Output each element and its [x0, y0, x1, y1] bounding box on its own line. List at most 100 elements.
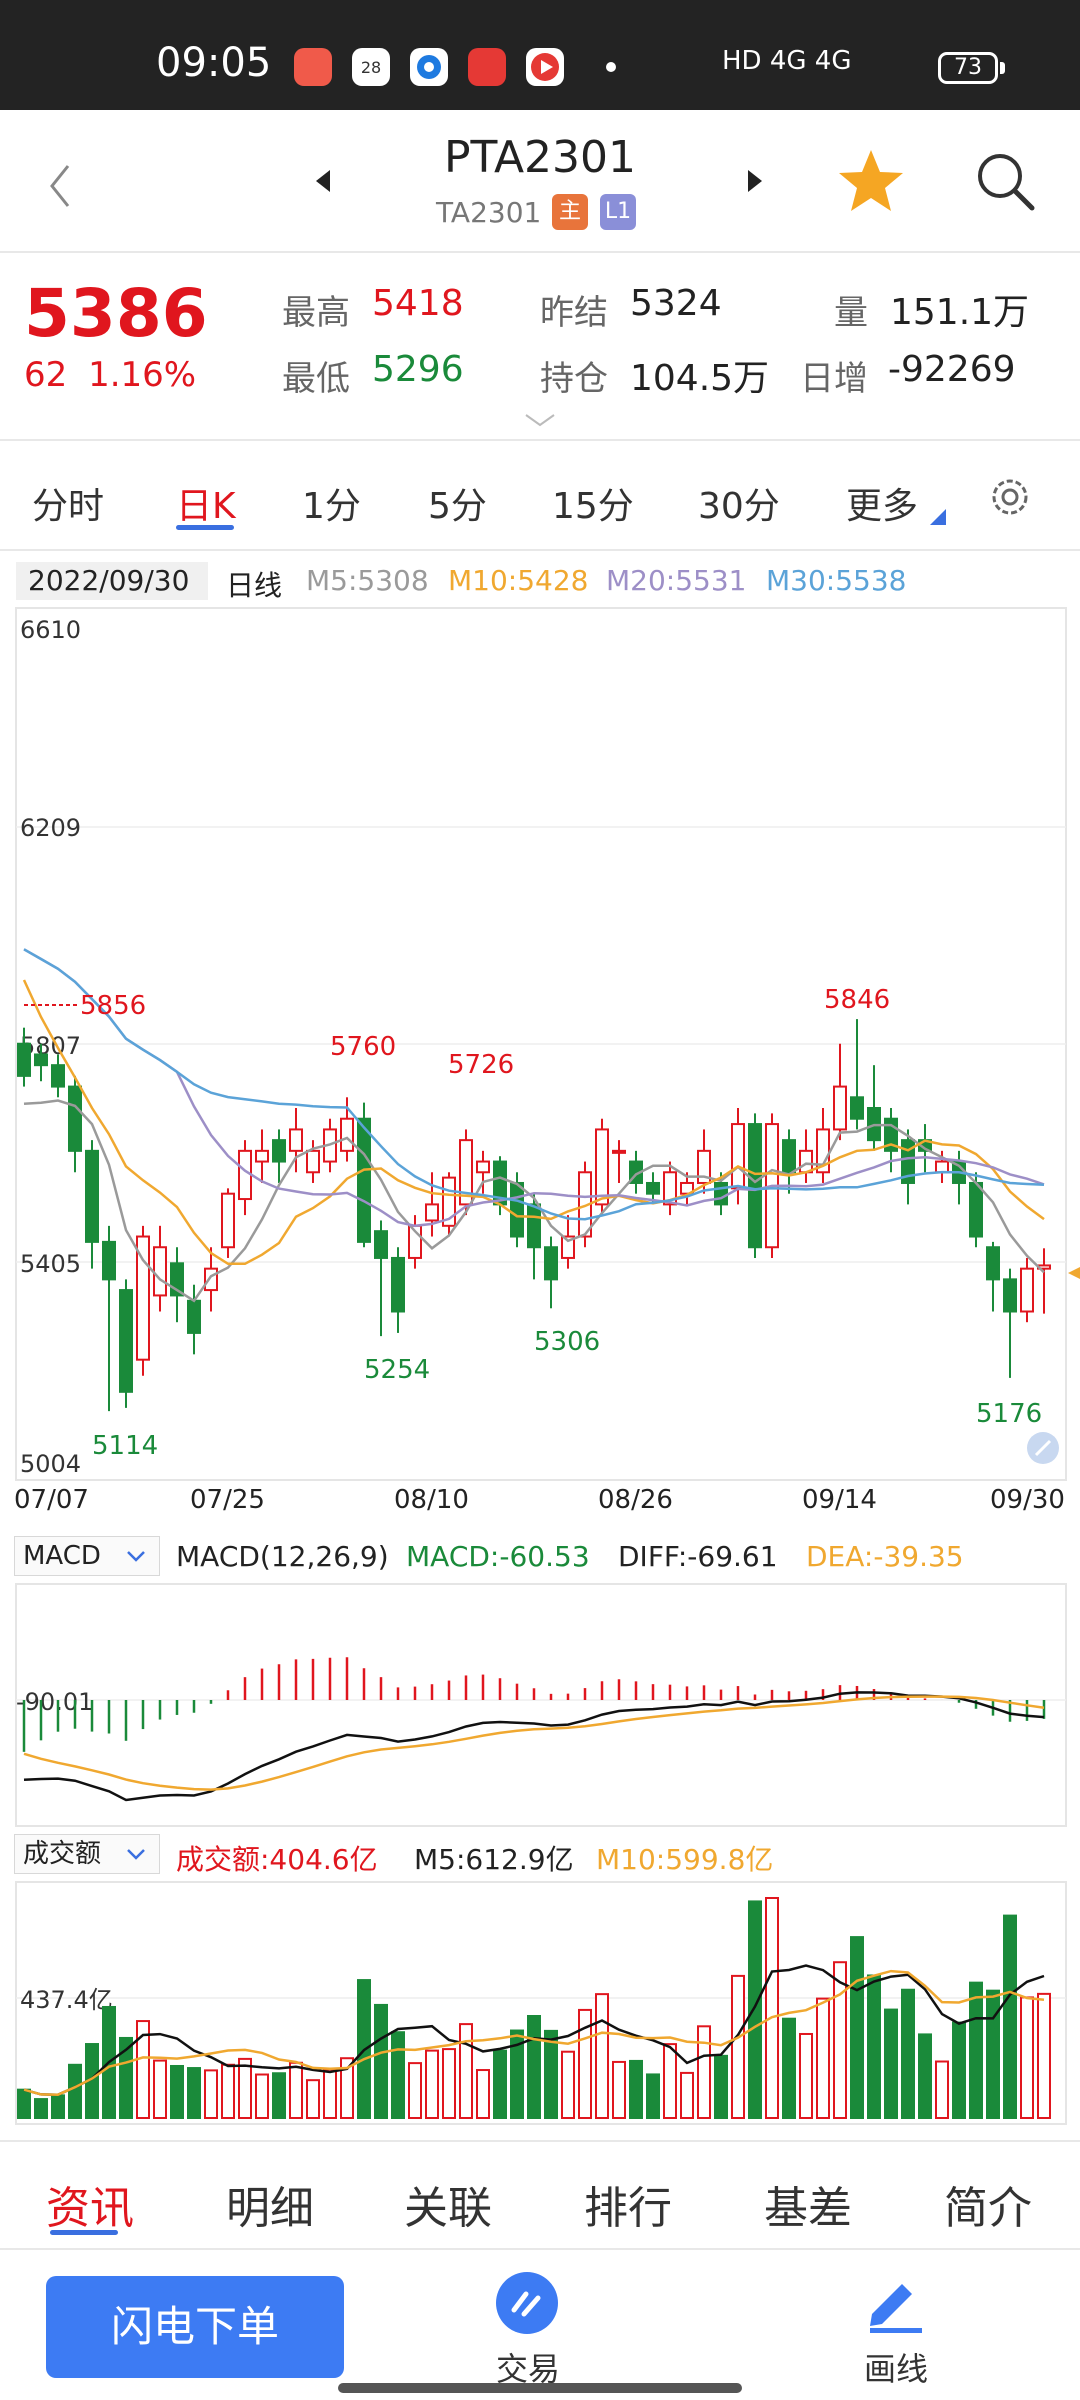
fullscreen-icon[interactable]	[1027, 1432, 1059, 1464]
expand-chevron-icon[interactable]	[522, 411, 558, 429]
prev-settle-label: 昨结	[540, 293, 608, 333]
volume-bar	[986, 1989, 1000, 2119]
volume-bar	[867, 1974, 881, 2119]
tab-15min[interactable]: 15分	[552, 486, 634, 527]
candle-body	[1003, 1278, 1017, 1313]
candle-body	[306, 1149, 320, 1174]
kline-date: 2022/09/30	[16, 562, 208, 600]
candle-body	[731, 1123, 745, 1190]
ma5-legend: M5:5308	[306, 564, 429, 597]
flash-order-button[interactable]: 闪电下单	[46, 2276, 344, 2378]
back-button[interactable]	[40, 156, 80, 216]
status-time: 09:05	[156, 40, 272, 86]
tab-related[interactable]: 关联	[404, 2183, 492, 2234]
bottom-tabs: 资讯 明细 关联 排行 基差 简介	[0, 2140, 1080, 2250]
turnover-m5: M5:612.9亿	[414, 1843, 574, 1876]
volume-bar	[306, 2079, 320, 2120]
y-label-2: 6209	[20, 814, 81, 842]
symbol-code: TA2301	[436, 196, 542, 229]
battery-tip	[1000, 62, 1005, 74]
browser-app-icon	[410, 48, 448, 86]
candle-body	[255, 1149, 269, 1163]
macd-indicator-select[interactable]: MACD	[14, 1536, 160, 1576]
volume-bar	[51, 2094, 65, 2119]
candle-body	[986, 1246, 1000, 1281]
volume-bar	[272, 2072, 286, 2120]
trade-label[interactable]: 交易	[496, 2350, 561, 2388]
news-app-icon	[468, 48, 506, 86]
draw-line-icon[interactable]	[862, 2268, 928, 2334]
tab-intro[interactable]: 简介	[944, 2183, 1032, 2234]
tab-1min[interactable]: 1分	[302, 486, 361, 527]
turnover-m10: M10:599.8亿	[596, 1843, 774, 1876]
candle-body	[85, 1149, 99, 1243]
volume-bar	[238, 2057, 252, 2119]
volume-value: 151.1万	[890, 292, 1030, 333]
candle-body	[272, 1139, 286, 1163]
network-indicator: HD 4G 4G	[722, 46, 852, 76]
candle-body	[476, 1160, 490, 1174]
turnover-value: 成交额:404.6亿	[176, 1843, 378, 1876]
active-bottom-tab-indicator	[50, 2230, 118, 2235]
settings-gear-icon[interactable]	[984, 471, 1036, 523]
volume-bar	[425, 2049, 439, 2119]
kline-type-label: 日线	[226, 569, 283, 602]
annotation-5846: 5846	[824, 985, 890, 1015]
tab-intraday[interactable]: 分时	[32, 486, 105, 527]
candle-body	[391, 1256, 405, 1313]
video-app-icon	[526, 48, 564, 86]
ma30-legend: M30:5538	[766, 564, 907, 597]
level-badge: L1	[600, 194, 636, 230]
high-value: 5418	[372, 283, 464, 324]
volume-bar	[714, 2054, 728, 2119]
trade-icon[interactable]	[496, 2272, 558, 2334]
volume-bar	[408, 2062, 422, 2120]
volume-bar	[850, 1936, 864, 2120]
volume-bar	[170, 2064, 184, 2120]
candle-body	[204, 1267, 218, 1292]
volume-bar	[221, 2063, 235, 2119]
tab-more[interactable]: 更多	[846, 486, 919, 527]
chevron-down-icon	[127, 1551, 145, 1562]
candle-body	[595, 1128, 609, 1206]
daily-increase-label: 日增	[800, 359, 868, 399]
candle-body	[357, 1117, 371, 1243]
candle-body	[612, 1149, 626, 1154]
favorite-star-icon[interactable]	[836, 146, 906, 216]
home-indicator[interactable]	[338, 2383, 742, 2393]
candle-body	[425, 1203, 439, 1222]
draw-line-label[interactable]: 画线	[864, 2350, 929, 2388]
tab-basis[interactable]: 基差	[764, 2183, 852, 2234]
candle-body	[697, 1149, 711, 1184]
quote-panel: 5386 62 1.16% 最高 5418 最低 5296 昨结 5324 持仓…	[0, 255, 1080, 441]
action-bar: 闪电下单 交易 画线	[0, 2252, 1080, 2400]
search-icon[interactable]	[970, 146, 1040, 216]
tab-daily-k[interactable]: 日K	[176, 486, 236, 527]
active-tab-indicator	[176, 525, 234, 530]
x-label-2: 07/25	[190, 1485, 265, 1515]
tab-30min[interactable]: 30分	[698, 486, 780, 527]
volume-bar	[952, 2021, 966, 2120]
volume-bar	[1003, 1914, 1017, 2119]
change-percent: 1.16%	[88, 355, 197, 395]
kline-chart[interactable]: 6610 6209 5807 5405 5004 5856 5760 5726 …	[0, 600, 1080, 1530]
macd-histogram	[22, 1657, 1046, 1752]
volume-bar	[646, 2073, 660, 2120]
tab-news[interactable]: 资讯	[46, 2183, 134, 2234]
volume-bar	[510, 2029, 524, 2120]
volume-indicator-select[interactable]: 成交额	[14, 1834, 160, 1874]
diff-line	[23, 1691, 1045, 1802]
volume-bar	[34, 2098, 48, 2120]
tab-5min[interactable]: 5分	[428, 486, 487, 527]
annotation-max-left: 5856	[80, 991, 146, 1021]
macd-chart[interactable]: -90.01	[0, 1580, 1080, 1830]
candle-body	[374, 1230, 388, 1259]
volume-bar	[323, 2068, 337, 2119]
volume-chart[interactable]: 437.4亿	[0, 1878, 1080, 2128]
tab-details[interactable]: 明细	[226, 2183, 314, 2234]
tab-ranking[interactable]: 排行	[584, 2183, 672, 2234]
next-symbol-button[interactable]	[742, 166, 766, 196]
daily-increase-value: -92269	[888, 349, 1016, 390]
prev-symbol-button[interactable]	[312, 166, 336, 196]
candle-body	[459, 1139, 473, 1206]
